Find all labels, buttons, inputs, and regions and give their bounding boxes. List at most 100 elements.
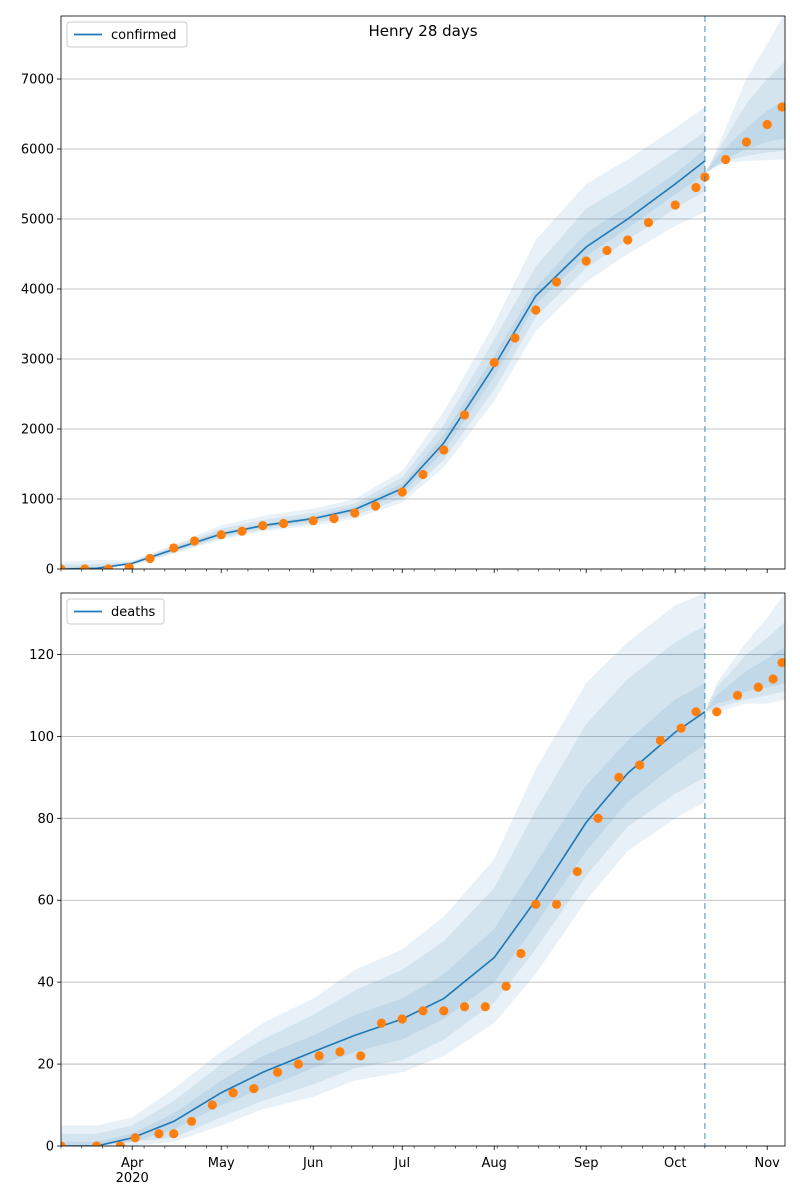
observed-point bbox=[103, 564, 114, 569]
observed-point bbox=[501, 981, 511, 991]
observed-point bbox=[691, 182, 701, 193]
observed-point bbox=[92, 1141, 102, 1146]
observed-point bbox=[602, 245, 612, 256]
observed-point bbox=[516, 948, 526, 959]
observed-point bbox=[459, 410, 470, 420]
observed-point bbox=[329, 514, 339, 524]
observed-point bbox=[356, 1051, 366, 1061]
observed-point bbox=[418, 1006, 428, 1016]
y-tick-label: 20 bbox=[37, 1058, 54, 1073]
observed-point bbox=[643, 217, 654, 228]
model-band-1 bbox=[61, 625, 705, 1146]
observed-point bbox=[777, 102, 785, 112]
y-tick-label: 80 bbox=[37, 812, 54, 827]
observed-point bbox=[572, 866, 582, 877]
observed-point bbox=[721, 154, 731, 165]
observed-point bbox=[670, 200, 680, 210]
observed-point bbox=[169, 543, 179, 553]
observed-point bbox=[691, 707, 701, 717]
observed-point bbox=[237, 526, 247, 536]
y-tick-label: 6000 bbox=[21, 143, 54, 158]
observed-point bbox=[581, 256, 591, 266]
observed-point bbox=[531, 899, 541, 909]
observed-point bbox=[273, 1067, 283, 1077]
forecast-band-1 bbox=[704, 61, 785, 174]
y-tick-label: 60 bbox=[37, 894, 54, 909]
observed-point bbox=[258, 521, 268, 531]
y-tick-label: 100 bbox=[29, 730, 54, 745]
legend-box bbox=[66, 21, 188, 48]
y-tick-label: 1000 bbox=[21, 493, 54, 508]
y-tick-label: 40 bbox=[37, 976, 54, 991]
y-tick-label: 0 bbox=[46, 1140, 54, 1155]
observed-point bbox=[169, 1129, 179, 1139]
y-tick-label: 120 bbox=[29, 648, 54, 663]
confirmed-panel: 0 1000 2000 3000 4000 5000 6000 7000 Henry 28 da… bbox=[21, 15, 786, 578]
x-tick-label: Oct bbox=[664, 1156, 686, 1171]
legend: deaths bbox=[66, 598, 165, 625]
observed-point bbox=[768, 674, 778, 684]
observed-point bbox=[418, 469, 428, 480]
observed-point bbox=[397, 487, 407, 497]
observed-point bbox=[189, 536, 200, 546]
x-tick-label: Apr bbox=[121, 1156, 144, 1171]
observed-point bbox=[551, 899, 562, 909]
observed-point bbox=[480, 1002, 490, 1012]
observed-point bbox=[741, 137, 752, 147]
observed-point bbox=[145, 553, 155, 564]
y-tick-label: 0 bbox=[46, 563, 54, 578]
forecast-band-2 bbox=[704, 646, 785, 712]
observed-point bbox=[712, 707, 722, 717]
legend-label: deaths bbox=[111, 605, 156, 620]
observed-point bbox=[308, 516, 318, 526]
observed-point bbox=[376, 1018, 387, 1028]
forecast-band-1 bbox=[704, 621, 785, 712]
legend: confirmed bbox=[66, 21, 188, 48]
observed-point bbox=[531, 305, 541, 315]
observed-point bbox=[61, 564, 66, 569]
observed-point bbox=[293, 1059, 303, 1069]
x-tick-label: Nov bbox=[755, 1156, 781, 1171]
observed-point bbox=[439, 1006, 449, 1016]
observed-point bbox=[623, 235, 633, 245]
legend-label: confirmed bbox=[111, 28, 177, 43]
observed-point bbox=[350, 508, 360, 518]
y-tick-label: 7000 bbox=[21, 73, 54, 88]
axes-frame bbox=[60, 15, 786, 570]
x-tick-label: Aug bbox=[482, 1156, 507, 1171]
observed-point bbox=[314, 1051, 324, 1061]
observed-point bbox=[186, 1116, 197, 1127]
plot-area bbox=[61, 593, 785, 1146]
observed-point bbox=[370, 501, 381, 511]
observed-point bbox=[635, 760, 645, 770]
observed-point bbox=[80, 564, 90, 569]
observed-point bbox=[228, 1088, 238, 1098]
plot-area bbox=[61, 16, 785, 569]
y-tick-label: 5000 bbox=[21, 213, 54, 228]
y-tick-label: 2000 bbox=[21, 423, 54, 438]
axes-frame bbox=[60, 592, 786, 1147]
observed-point bbox=[732, 690, 743, 701]
observed-point bbox=[61, 1141, 66, 1146]
observed-point bbox=[130, 1133, 140, 1143]
observed-point bbox=[335, 1047, 345, 1057]
y-tick-label: 4000 bbox=[21, 283, 54, 298]
x-tick-year-label: 2020 bbox=[116, 1171, 149, 1186]
observed-point bbox=[777, 658, 785, 668]
observed-point bbox=[115, 1141, 125, 1146]
forecast-band-0 bbox=[704, 593, 785, 712]
observed-point bbox=[124, 563, 134, 569]
observed-point bbox=[676, 723, 686, 733]
forecast-band-0 bbox=[704, 16, 785, 174]
legend-box bbox=[66, 598, 165, 625]
observed-point bbox=[551, 277, 562, 287]
x-tick-label: Jun bbox=[302, 1156, 323, 1171]
x-tick-label: May bbox=[208, 1156, 235, 1171]
model-band-0 bbox=[61, 107, 705, 569]
observed-point bbox=[459, 1002, 470, 1012]
observed-point bbox=[489, 357, 499, 368]
observed-point bbox=[278, 518, 289, 529]
model-fit-line bbox=[61, 711, 706, 1146]
